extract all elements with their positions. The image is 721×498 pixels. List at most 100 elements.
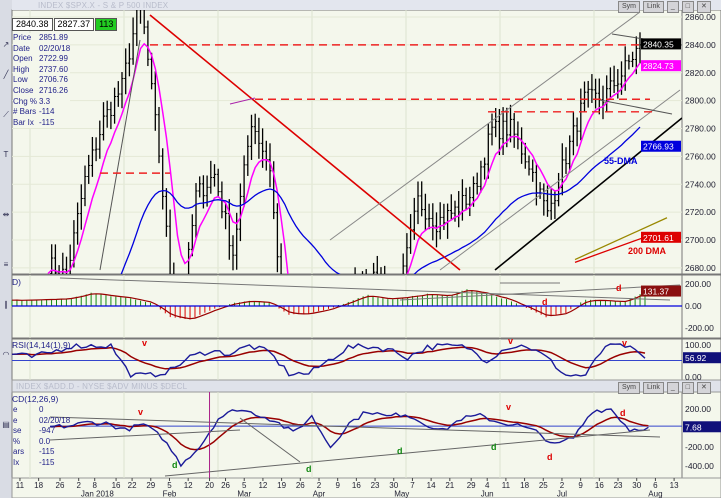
header-value: 2827.37 [53,18,95,31]
close-icon[interactable]: ✕ [696,382,711,394]
trendline [239,417,301,463]
text-tool-icon[interactable]: T [3,150,9,159]
dma55-line [120,126,641,274]
header-bar-count: 113 [95,18,118,31]
last-value-badge [641,38,681,50]
info-label: # Bars [13,107,37,117]
sym-button[interactable]: Sym [618,1,640,13]
cursor-tool-icon[interactable]: ⇹ [2,210,10,219]
x-tick-label: 29 [146,481,155,490]
pointer-tool-icon[interactable]: ↗ [2,40,10,49]
maximize-icon[interactable]: □ [681,382,694,394]
info-value: 2716.26 [39,85,68,95]
y-tick-label: 0.00 [685,372,702,382]
bottom-window-controls: Sym Link _ □ ✕ [618,382,711,394]
add-annotation-v: v [138,407,144,417]
downtrend-line [149,14,461,271]
sym-button[interactable]: Sym [618,382,640,394]
fib-tool-icon[interactable]: ≡ [3,260,9,269]
add-annotation-d: d [172,460,178,470]
bottom-window-titlebar [11,379,721,393]
minimize-icon[interactable]: _ [666,1,679,13]
x-tick-label: 23 [614,481,623,490]
y-tick-label: 2700.00 [685,235,716,245]
hist-annotation-d: d [616,283,622,293]
y-tick-label: 100.00 [685,340,711,350]
close-icon[interactable]: ✕ [696,1,711,13]
y-tick-label: 200.00 [685,404,711,414]
x-tick-label: 23 [371,481,380,490]
dma200-annotation: 200 DMA [628,246,667,256]
add-annotation-v: v [506,402,512,412]
y-tick-label: 2780.00 [685,124,716,134]
channel-tool-icon[interactable]: ∥ [4,300,8,309]
x-tick-label: 25 [539,481,548,490]
x-tick-label: 7 [410,481,415,490]
x-tick-label: 16 [112,481,121,490]
info-value: 2851.89 [39,33,68,42]
top-window-controls: Sym Link _ □ ✕ [618,1,711,13]
last-value-badge [683,352,721,364]
info-row: Price 2851.89 [13,33,70,44]
header-value: 2840.38 [12,18,53,31]
info-label: Bar Ix [13,117,34,127]
last-value-badge [683,421,721,433]
y-tick-label: 2740.00 [685,179,716,189]
add-signal-line [49,415,649,451]
add-macd-label: CD(12,26,9) [12,394,59,404]
y-tick-label: -200.00 [685,442,714,452]
rsi-annotation-v: v [622,338,628,348]
x-tick-label: 8 [92,481,97,490]
last-value-badge [641,60,681,72]
top-window-title: INDEX $SPX.X - S & P 500 INDEX [38,1,169,10]
last-value-text: 2840.35 [643,39,674,49]
settings-tool-icon[interactable]: ▤ [2,420,10,429]
info-row: Low 2706.76 [13,75,70,86]
info-row: Bar Ix -115 [13,118,70,129]
info-label: Ix [13,457,20,467]
link-button[interactable]: Link [643,382,664,394]
trendline [59,277,671,301]
x-tick-label: 26 [296,481,305,490]
info-row: Open 2722.99 [13,54,70,65]
x-tick-label: 5 [167,481,172,490]
trendline [164,429,651,477]
channel-line [329,11,641,241]
top-window-titlebar [12,0,721,10]
x-tick-label: 18 [34,481,43,490]
y-axis-area [681,9,721,275]
wedge-line [599,99,673,115]
info-value: 3.3 [39,96,51,106]
dma55-annotation: 55-DMA [604,156,638,166]
arc-tool-icon[interactable]: ◠ [2,350,10,359]
line-tool-icon[interactable]: ╱ [3,70,9,79]
trendline-tool-icon[interactable]: ⟋ [3,110,9,119]
y-tick-label: -400.00 [685,461,714,471]
month-label: May [394,490,409,498]
x-tick-label: 18 [520,481,529,490]
x-tick-label: 6 [653,481,658,490]
month-label: Apr [313,490,326,498]
x-axis-area [11,477,721,498]
maximize-icon[interactable]: □ [681,1,694,13]
y-tick-label: 2760.00 [685,151,716,161]
link-button[interactable]: Link [643,1,664,13]
price-plot [47,10,682,274]
y-tick-label: 2840.00 [685,40,716,50]
minimize-icon[interactable]: _ [666,382,679,394]
x-tick-label: 4 [485,481,490,490]
macd-hist-label: D) [12,277,21,287]
x-tick-label: 29 [467,481,476,490]
rsi-annotation-v: v [508,336,514,346]
trendline [49,416,661,438]
add-macd-line [49,408,649,468]
info-label: Date [13,43,30,53]
add-annotation-d: d [547,452,553,462]
info-label: e [13,405,18,414]
x-tick-label: 21 [445,481,454,490]
info-label: Chg % [13,96,38,106]
x-tick-label: 2 [76,481,81,490]
x-tick-label: 13 [670,481,679,490]
